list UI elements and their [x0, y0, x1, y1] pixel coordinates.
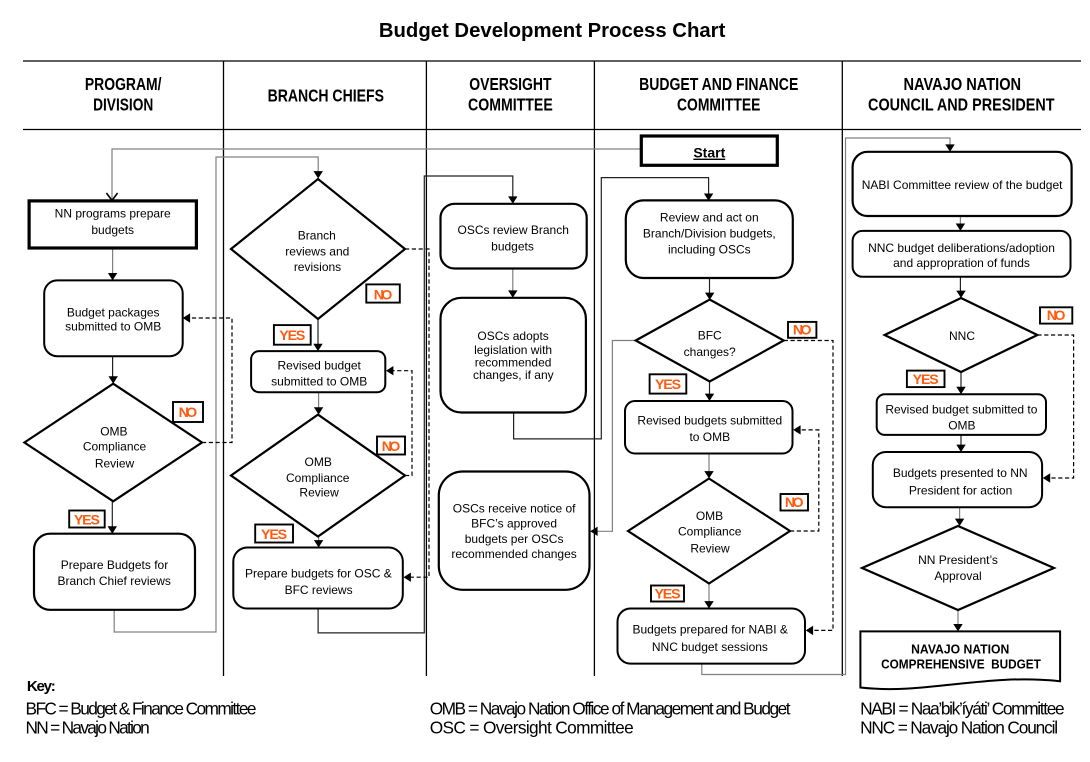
svg-text:NO: NO	[793, 322, 812, 338]
svg-text:Review and act on: Review and act on	[660, 211, 759, 225]
svg-text:NO: NO	[374, 287, 393, 303]
svg-text:and appropration of funds: and appropration of funds	[893, 256, 1030, 270]
svg-text:OMB: OMB	[100, 424, 127, 438]
svg-text:NABI Committee review of the b: NABI Committee review of the budget	[862, 178, 1063, 192]
svg-text:Review: Review	[95, 457, 135, 471]
svg-text:changes?: changes?	[684, 345, 736, 359]
svg-text:Compliance: Compliance	[286, 471, 350, 485]
svg-text:Branch: Branch	[298, 229, 336, 243]
svg-text:BUDGET AND FINANCE: BUDGET AND FINANCE	[639, 74, 798, 94]
svg-text:NNC budget deliberations/adopt: NNC budget deliberations/adoption	[868, 241, 1055, 255]
svg-text:YES: YES	[261, 527, 287, 543]
svg-text:Prepare Budgets for: Prepare Budgets for	[61, 558, 168, 572]
svg-text:Review: Review	[299, 486, 339, 500]
svg-text:OMB: OMB	[305, 455, 332, 469]
svg-text:NNC = Navajo Nation Council: NNC = Navajo Nation Council	[860, 717, 1058, 737]
svg-text:OMB: OMB	[948, 418, 975, 432]
svg-text:COMMITTEE: COMMITTEE	[468, 94, 553, 114]
svg-text:YES: YES	[279, 328, 305, 344]
svg-text:YES: YES	[655, 377, 681, 393]
svg-text:COUNCIL AND PRESIDENT: COUNCIL AND PRESIDENT	[868, 94, 1055, 114]
svg-text:OSCs adopts: OSCs adopts	[477, 329, 548, 343]
svg-text:Review: Review	[690, 542, 730, 556]
svg-text:NN programs prepare: NN programs prepare	[55, 207, 171, 221]
svg-text:OVERSIGHT: OVERSIGHT	[469, 74, 551, 94]
svg-text:budgets per OSCs: budgets per OSCs	[465, 532, 564, 546]
svg-text:OSCs receive notice of: OSCs receive notice of	[453, 502, 576, 516]
svg-text:NAVAJO NATION: NAVAJO NATION	[911, 642, 1009, 657]
svg-text:Budgets prepared for NABI &: Budgets prepared for NABI &	[632, 623, 787, 637]
svg-text:recommended changes: recommended changes	[451, 547, 576, 561]
svg-text:OSCs review Branch: OSCs review Branch	[458, 223, 569, 237]
svg-text:recommended: recommended	[475, 356, 552, 370]
svg-text:NO: NO	[179, 405, 198, 421]
svg-text:NO: NO	[785, 495, 804, 511]
svg-text:Compliance: Compliance	[83, 440, 147, 454]
svg-text:revisions: revisions	[294, 260, 341, 274]
svg-text:YES: YES	[74, 513, 100, 529]
svg-text:NN = Navajo Nation: NN = Navajo Nation	[26, 717, 150, 737]
svg-text:YES: YES	[913, 372, 939, 388]
svg-text:including OSCs: including OSCs	[668, 243, 751, 257]
svg-text:BFC’s approved: BFC’s approved	[471, 517, 557, 531]
svg-text:DIVISION: DIVISION	[93, 94, 153, 114]
svg-text:Key:: Key:	[27, 678, 56, 695]
svg-text:to OMB: to OMB	[689, 430, 730, 444]
svg-text:Budgets presented to NN: Budgets presented to NN	[893, 466, 1028, 480]
svg-text:Branch/Division budgets,: Branch/Division budgets,	[643, 227, 776, 241]
svg-text:Branch Chief reviews: Branch Chief reviews	[58, 574, 171, 588]
svg-text:submitted to OMB: submitted to OMB	[271, 374, 367, 388]
svg-text:Start: Start	[693, 145, 725, 161]
svg-text:NNC: NNC	[949, 329, 975, 343]
svg-text:BFC = Budget & Finance Committ: BFC = Budget & Finance Committee	[26, 698, 257, 718]
svg-text:reviews and: reviews and	[285, 245, 349, 259]
svg-text:BFC: BFC	[698, 329, 722, 343]
svg-text:Budget Development Process Cha: Budget Development Process Chart	[379, 20, 726, 42]
svg-text:NN President’s: NN President’s	[918, 553, 998, 567]
svg-text:Revised budgets submitted: Revised budgets submitted	[637, 414, 782, 428]
svg-text:submitted to OMB: submitted to OMB	[65, 319, 161, 333]
svg-text:COMPREHENSIVE BUDGET: COMPREHENSIVE BUDGET	[881, 657, 1041, 672]
svg-text:PROGRAM/: PROGRAM/	[85, 74, 162, 94]
svg-text:NAVAJO NATION: NAVAJO NATION	[904, 74, 1022, 94]
svg-text:Compliance: Compliance	[678, 524, 742, 538]
svg-text:Revised budget submitted to: Revised budget submitted to	[885, 402, 1037, 416]
svg-text:OSC = Oversight Committee: OSC = Oversight Committee	[430, 717, 634, 737]
svg-text:NNC budget sessions: NNC budget sessions	[652, 640, 768, 654]
svg-text:legislation with: legislation with	[474, 343, 552, 357]
svg-text:Prepare budgets for OSC &: Prepare budgets for OSC &	[245, 566, 392, 580]
svg-text:President for action: President for action	[909, 483, 1012, 497]
svg-text:budgets: budgets	[491, 239, 534, 253]
svg-text:changes, if any: changes, if any	[473, 368, 554, 382]
svg-text:YES: YES	[654, 586, 680, 602]
svg-text:NABI = Naa’bik’íyáti’ Committe: NABI = Naa’bik’íyáti’ Committee	[860, 698, 1065, 718]
svg-text:NO: NO	[1047, 308, 1066, 324]
svg-text:COMMITTEE: COMMITTEE	[677, 94, 761, 114]
svg-text:NO: NO	[382, 439, 401, 455]
svg-text:budgets: budgets	[91, 223, 134, 237]
svg-text:Approval: Approval	[934, 569, 981, 583]
svg-text:Revised budget: Revised budget	[278, 358, 362, 372]
svg-text:Budget packages: Budget packages	[67, 306, 160, 320]
svg-text:BRANCH CHIEFS: BRANCH CHIEFS	[268, 85, 385, 105]
svg-text:OMB = Navajo Nation Office of: OMB = Navajo Nation Office of Management…	[430, 698, 791, 718]
svg-text:OMB: OMB	[696, 509, 723, 523]
svg-text:BFC reviews: BFC reviews	[285, 583, 353, 597]
